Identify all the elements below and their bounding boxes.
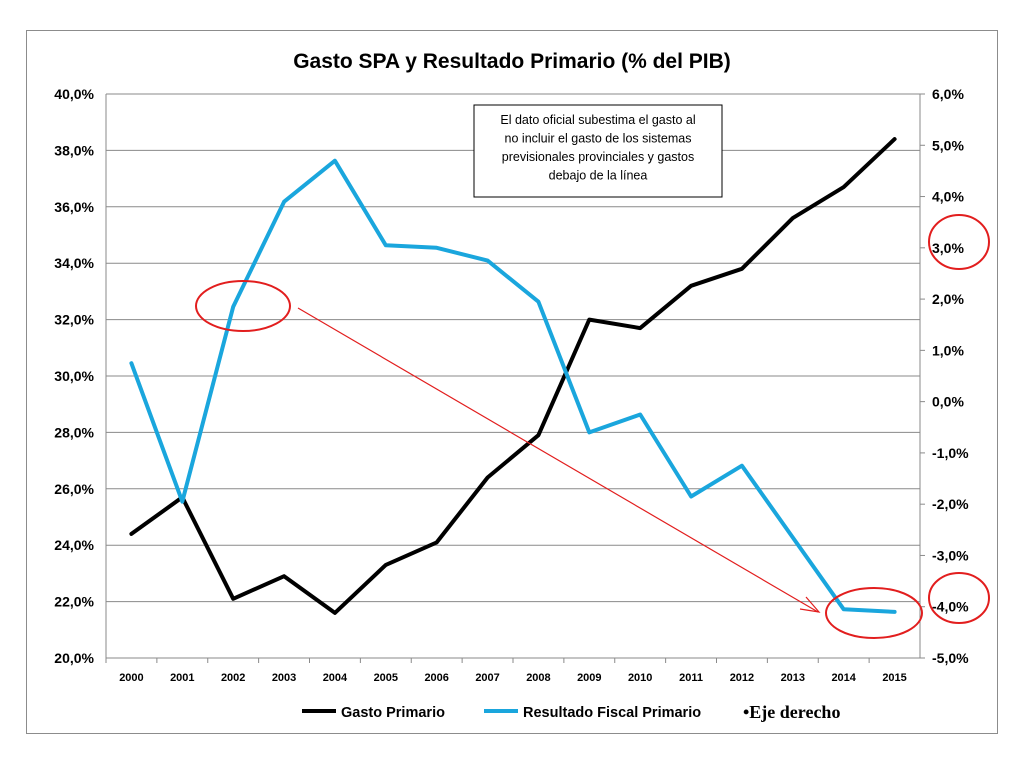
x-tick-label: 2013 (781, 672, 805, 684)
x-tick-label: 2010 (628, 672, 652, 684)
data-point (536, 433, 540, 437)
data-point (486, 476, 490, 480)
y-right-tick-label: -5,0% (932, 650, 969, 666)
x-tick-label: 2002 (221, 672, 245, 684)
data-point (740, 464, 744, 468)
y-right-tick-label: 4,0% (932, 189, 964, 205)
x-tick-label: 2001 (170, 672, 194, 684)
x-tick-label: 2007 (475, 672, 499, 684)
data-point (333, 159, 337, 163)
y-left-tick-label: 34,0% (54, 255, 94, 271)
data-point (893, 610, 897, 614)
data-point (435, 540, 439, 544)
legend-label-gasto-primario: Gasto Primario (341, 705, 445, 721)
y-right-tick-label: 1,0% (932, 342, 964, 358)
data-point (842, 185, 846, 189)
data-point (587, 318, 591, 322)
data-point (282, 200, 286, 204)
y-right-tick-label: 5,0% (932, 137, 964, 153)
data-point (587, 430, 591, 434)
data-point (689, 284, 693, 288)
annotation-line: El dato oficial subestima el gasto al (500, 113, 695, 127)
y-right-tick-label: -1,0% (932, 445, 969, 461)
data-point (129, 361, 133, 365)
y-right-tick-label: -2,0% (932, 496, 969, 512)
x-tick-label: 2005 (374, 672, 398, 684)
data-point (689, 494, 693, 498)
y-right-tick-label: -3,0% (932, 547, 969, 563)
legend-label-resultado-fiscal-primario: Resultado Fiscal Primario (523, 705, 701, 721)
y-left-tick-label: 38,0% (54, 142, 94, 158)
data-point (231, 305, 235, 309)
data-point (231, 597, 235, 601)
x-tick-label: 2012 (730, 672, 754, 684)
data-point (180, 500, 184, 504)
x-tick-label: 2015 (882, 672, 906, 684)
trend-arrow-line (297, 307, 819, 613)
annotation-line: no incluir el gasto de los sistemas (505, 132, 692, 146)
y-right-tick-label: 0,0% (932, 394, 964, 410)
x-tick-label: 2009 (577, 672, 601, 684)
y-right-tick-label: 2,0% (932, 291, 964, 307)
data-point (791, 536, 795, 540)
highlight-ellipse-right-tick-3 (928, 214, 990, 270)
legend-note: •Eje derecho (743, 702, 840, 722)
data-point (638, 412, 642, 416)
y-right-tick-label: -4,0% (932, 599, 969, 615)
data-point (842, 607, 846, 611)
series-line-resultado-fiscal-primario (129, 158, 897, 614)
y-right-tick-label: 3,0% (932, 240, 964, 256)
chart-title: Gasto SPA y Resultado Primario (% del PI… (293, 50, 731, 73)
y-right-tick-label: 6,0% (932, 86, 964, 102)
data-point (740, 267, 744, 271)
data-point (333, 611, 337, 615)
y-left-tick-label: 30,0% (54, 368, 94, 384)
data-point (384, 243, 388, 247)
y-left-tick-label: 20,0% (54, 650, 94, 666)
annotation-box (473, 104, 723, 198)
data-point (486, 259, 490, 263)
data-point (536, 300, 540, 304)
highlight-ellipse-right-tick-minus4 (928, 572, 990, 624)
data-point (129, 532, 133, 536)
y-left-tick-label: 32,0% (54, 312, 94, 328)
y-left-tick-label: 22,0% (54, 594, 94, 610)
trend-arrow-head (799, 596, 821, 613)
annotation-line: debajo de la línea (549, 169, 648, 183)
data-point (384, 563, 388, 567)
data-point (791, 216, 795, 220)
data-point (282, 574, 286, 578)
x-tick-label: 2003 (272, 672, 296, 684)
data-point (638, 326, 642, 330)
y-left-tick-label: 40,0% (54, 86, 94, 102)
x-tick-label: 2008 (526, 672, 550, 684)
annotation-line: previsionales provinciales y gastos (502, 150, 694, 164)
data-point (893, 137, 897, 141)
series-line-gasto-primario (129, 137, 897, 615)
y-left-tick-label: 24,0% (54, 537, 94, 553)
x-tick-label: 2000 (119, 672, 143, 684)
y-left-tick-label: 28,0% (54, 424, 94, 440)
data-point (435, 246, 439, 250)
x-tick-label: 2006 (424, 672, 448, 684)
highlight-ellipse-2002 (195, 280, 291, 332)
x-tick-label: 2014 (831, 672, 856, 684)
x-tick-label: 2011 (679, 672, 703, 684)
highlight-ellipse-2014-2015 (825, 587, 923, 639)
y-left-tick-label: 26,0% (54, 481, 94, 497)
x-tick-label: 2004 (323, 672, 348, 684)
y-left-tick-label: 36,0% (54, 199, 94, 215)
